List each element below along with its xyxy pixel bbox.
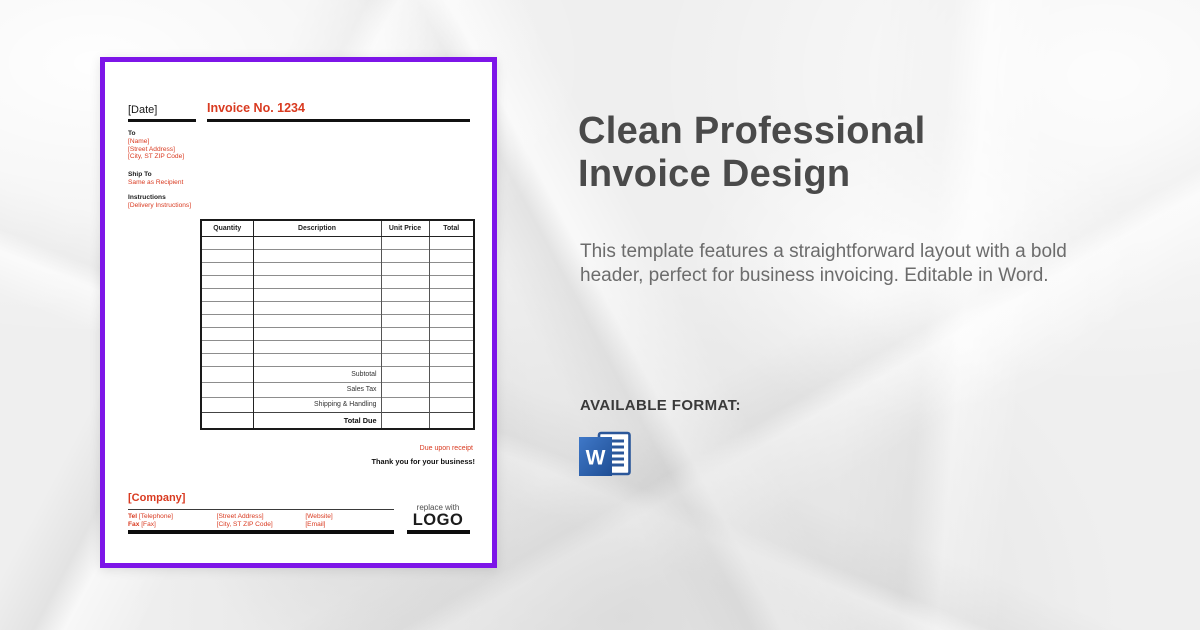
- thanks-note: Thank you for your business!: [371, 457, 475, 466]
- table-row: [200, 353, 475, 367]
- fax-line: Fax [Fax]: [128, 521, 156, 528]
- table-row: [200, 340, 475, 354]
- invoice-line-items-table: Quantity Description Unit Price Total Su…: [200, 219, 475, 430]
- table-row: [200, 300, 475, 315]
- logo-replace-text: replace with: [416, 503, 460, 512]
- date-placeholder: [Date]: [128, 104, 158, 116]
- table-row: [200, 248, 475, 263]
- contact-online-column: [Website] [Email]: [305, 513, 394, 529]
- column-header-description: Description: [252, 220, 382, 237]
- table-row: [200, 261, 475, 276]
- table-row: Sales Tax: [200, 381, 475, 398]
- column-header-quantity: Quantity: [200, 220, 254, 237]
- table-header-row: Quantity Description Unit Price Total: [200, 220, 475, 237]
- recipient-street: [Street Address]: [128, 145, 175, 153]
- company-city: [City, ST ZIP Code]: [216, 521, 273, 528]
- table-row: [200, 287, 475, 302]
- logo-placeholder: replace with LOGO: [405, 503, 471, 529]
- invoice-number: Invoice No. 1234: [207, 101, 305, 115]
- shipping-handling-label: Shipping & Handling: [252, 396, 382, 413]
- ship-to-value: Same as Recipient: [128, 179, 184, 186]
- company-email: [Email]: [305, 521, 326, 528]
- total-due-label: Total Due: [252, 412, 382, 429]
- company-placeholder: [Company]: [128, 492, 186, 504]
- recipient-address-block: [Name] [Street Address] [City, ST ZIP Co…: [128, 138, 184, 161]
- table-row: [200, 274, 475, 289]
- logo-text: LOGO: [412, 511, 464, 529]
- table-row: Subtotal: [200, 366, 475, 383]
- tel-line: Tel [Telephone]: [128, 513, 173, 520]
- template-description: This template features a straightforward…: [580, 241, 1067, 286]
- word-icon-letter: W: [586, 447, 606, 470]
- invoice-number-underline: [207, 119, 470, 122]
- page-title: Clean Professional Invoice Design: [578, 110, 926, 195]
- word-icon: W: [579, 431, 631, 476]
- contact-phone-column: Tel [Telephone] Fax [Fax]: [128, 513, 217, 529]
- ship-to-label: Ship To: [128, 171, 152, 178]
- contact-address-column: [Street Address] [City, ST ZIP Code]: [217, 513, 306, 529]
- company-divider: [128, 509, 394, 510]
- logo-divider: [407, 530, 470, 534]
- recipient-name: [Name]: [128, 138, 150, 145]
- footer-divider: [128, 530, 394, 534]
- instructions-value: [Delivery Instructions]: [128, 202, 192, 209]
- recipient-city: [City, ST ZIP Code]: [128, 153, 185, 161]
- subtotal-label: Subtotal: [252, 366, 382, 383]
- invoice-items-body: [200, 235, 475, 367]
- table-row: Shipping & Handling: [200, 396, 475, 413]
- available-format-label: AVAILABLE FORMAT:: [580, 397, 741, 414]
- company-contact-block: Tel [Telephone] Fax [Fax] [Street Addres…: [128, 513, 394, 529]
- due-note: Due upon receipt: [419, 445, 473, 452]
- to-label: To: [128, 130, 136, 137]
- table-row: [200, 327, 475, 341]
- table-row: [200, 314, 475, 328]
- column-header-total: Total: [428, 220, 475, 237]
- invoice-preview-card: [Date] Invoice No. 1234 To [Name] [Stree…: [100, 57, 497, 568]
- company-website: [Website]: [305, 513, 333, 520]
- date-underline: [128, 119, 196, 122]
- company-street: [Street Address]: [216, 513, 264, 520]
- instructions-label: Instructions: [128, 194, 166, 201]
- table-row: [200, 235, 475, 250]
- sales-tax-label: Sales Tax: [252, 381, 382, 398]
- table-row: Total Due: [200, 412, 475, 429]
- column-header-unit-price: Unit Price: [380, 220, 430, 237]
